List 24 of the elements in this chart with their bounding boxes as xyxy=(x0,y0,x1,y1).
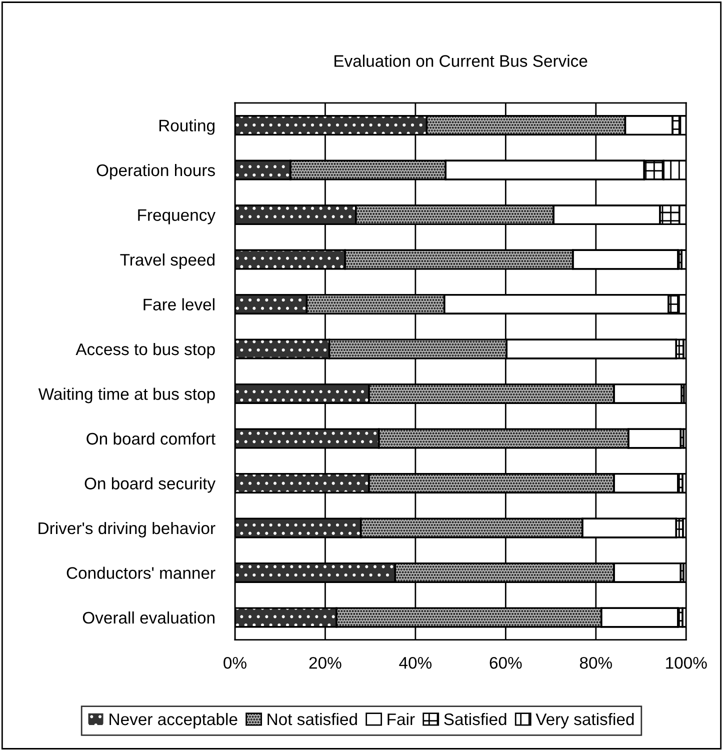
y-tick-label: Routing xyxy=(159,119,214,135)
x-tick-label: 20% xyxy=(309,656,342,669)
legend-label: Fair xyxy=(388,712,415,726)
x-tick-label: 100% xyxy=(666,656,707,669)
legend-label: Never acceptable xyxy=(110,712,238,728)
y-tick-label: Access to bus stop xyxy=(76,342,215,358)
y-tick-label: Driver's driving behavior xyxy=(38,522,216,538)
y-tick-label: Travel speed xyxy=(120,253,214,269)
legend-label: Not satisfied xyxy=(268,712,357,726)
x-tick-label: 80% xyxy=(580,656,612,669)
y-tick-label: On board security xyxy=(84,477,216,493)
y-tick-label: Conductors' manner xyxy=(66,566,216,579)
y-tick-label: On board comfort xyxy=(86,432,216,445)
y-tick-label: Frequency xyxy=(138,209,216,224)
y-tick-label: Fare level xyxy=(144,298,214,310)
y-tick-label: Overall evaluation xyxy=(82,611,214,624)
x-tick-label: 0% xyxy=(224,656,246,669)
legend-label: Very satisfied xyxy=(536,712,634,728)
x-tick-label: 40% xyxy=(399,656,432,669)
legend-label: Satisfied xyxy=(444,712,506,726)
y-tick-label: Operation hours xyxy=(96,164,215,180)
y-tick-label: Waiting time at bus stop xyxy=(38,388,215,404)
x-tick-label: 60% xyxy=(490,656,522,669)
chart-title: Evaluation on Current Bus Service xyxy=(334,54,588,67)
